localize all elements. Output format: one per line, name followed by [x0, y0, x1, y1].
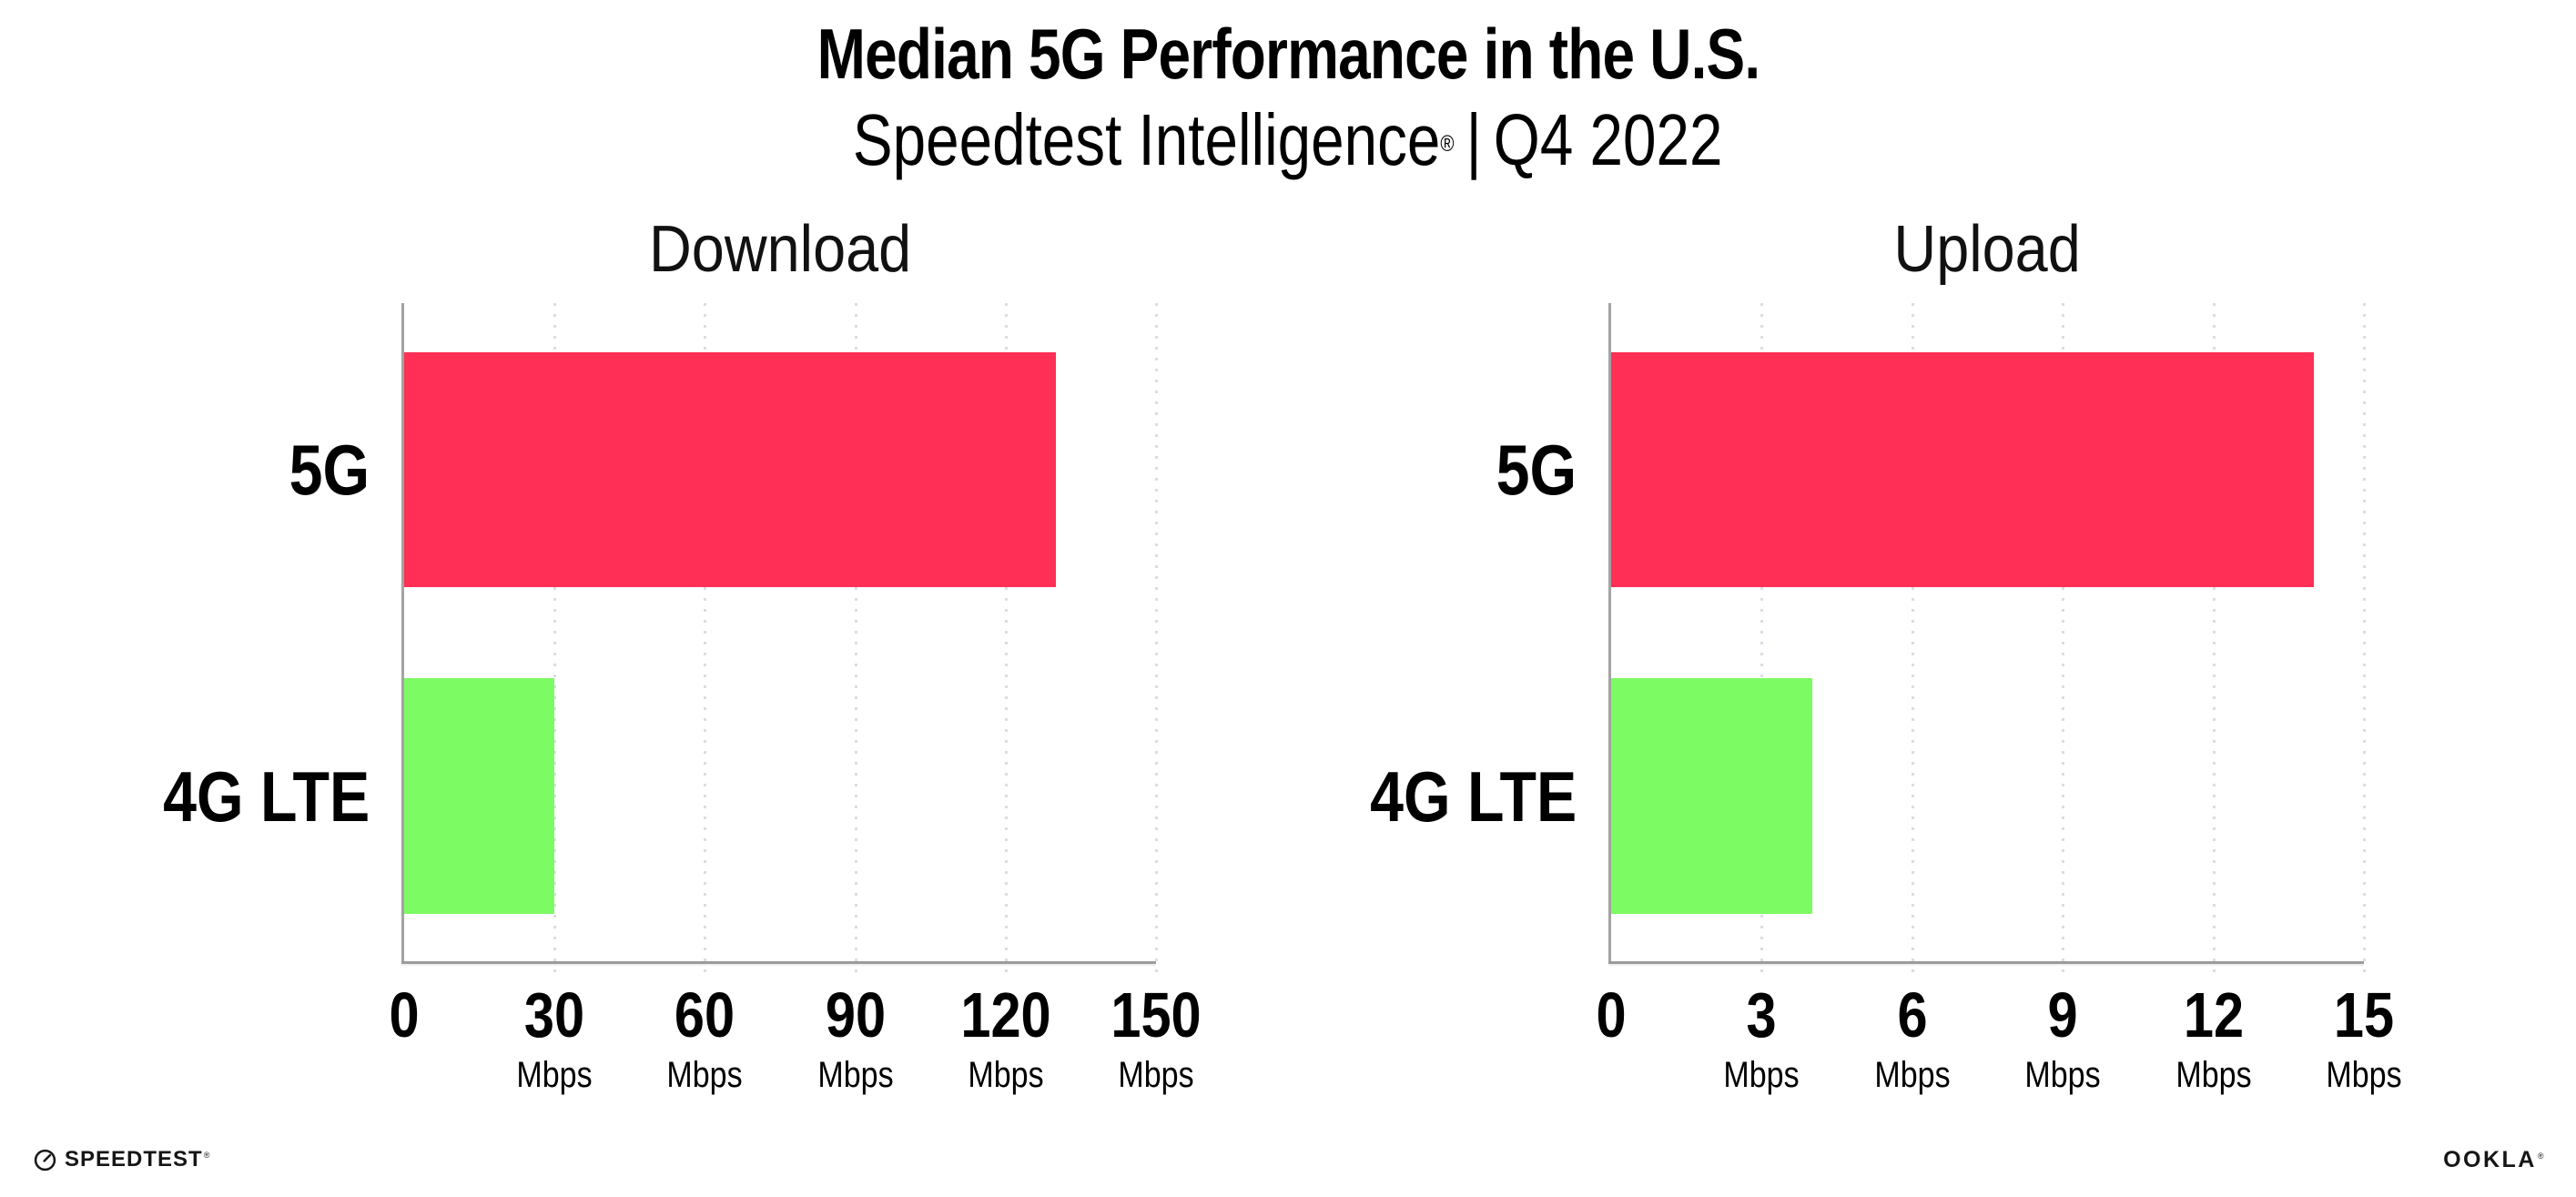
x-tick-30: 30 Mbps: [454, 983, 654, 1096]
tick-value: 90: [825, 979, 886, 1050]
x-axis-line: [1608, 961, 2364, 964]
tick-value: 3: [1746, 979, 1777, 1050]
tick-value: 15: [2333, 979, 2395, 1050]
tick-unit: Mbps: [1874, 1055, 1951, 1095]
category-label-5g: 5G: [24, 429, 370, 511]
tick-value: 0: [389, 979, 420, 1050]
gridline-60: [704, 303, 707, 974]
bar-4g-lte: [1611, 678, 1812, 914]
chart-panel-upload: Upload 5G 4G LTE 0 3 Mbps 6 Mbps 9 Mbps 12 Mbps 15 Mb…: [1370, 215, 2402, 1095]
chart-title-text: Upload: [1893, 213, 2082, 286]
tick-value: 6: [1897, 979, 1928, 1050]
tick-unit: Mbps: [1723, 1055, 1800, 1095]
x-axis-line: [401, 961, 1156, 964]
x-tick-120: 120 Mbps: [906, 983, 1106, 1096]
chart-panel-download: Download 5G 4G LTE 0 30 Mbps 60 Mbps 90 Mbps 120 Mb…: [163, 215, 1202, 1095]
category-label-5g: 5G: [1231, 429, 1577, 511]
gridline-15: [2363, 303, 2366, 974]
y-axis-line: [1608, 303, 1611, 964]
x-tick-12: 12 Mbps: [2114, 983, 2314, 1096]
category-label-text: 4G LTE: [162, 756, 370, 837]
tick-value: 12: [2183, 979, 2244, 1050]
page-subtitle: Speedtest Intelligence® | Q4 2022: [0, 98, 2576, 182]
tick-unit: Mbps: [817, 1055, 894, 1095]
x-tick-90: 90 Mbps: [756, 983, 956, 1096]
gridline-9: [2062, 303, 2065, 974]
bar-4g-lte: [404, 678, 555, 914]
speedtest-registered-icon: ®: [203, 1151, 211, 1160]
category-label-4g-lte: 4G LTE: [24, 756, 370, 837]
x-tick-15: 15 Mbps: [2264, 983, 2464, 1096]
registered-trademark-icon: ®: [1440, 131, 1455, 157]
x-tick-150: 150 Mbps: [1056, 983, 1256, 1096]
tick-unit: Mbps: [2326, 1055, 2402, 1095]
header: Median 5G Performance in the U.S. Speedt…: [0, 13, 2576, 182]
gridline-90: [854, 303, 857, 974]
tick-value: 9: [2047, 979, 2078, 1050]
chart-title: Upload: [1611, 215, 2364, 284]
ookla-wordmark: OOKLA®: [2443, 1147, 2545, 1172]
bar-5g: [404, 352, 1056, 587]
x-tick-0: 0: [1511, 983, 1711, 1047]
tick-value: 0: [1596, 979, 1627, 1050]
chart-title-text: Download: [648, 213, 912, 286]
subtitle-brand: Speedtest Intelligence: [853, 99, 1441, 180]
tick-unit: Mbps: [1118, 1055, 1194, 1095]
subtitle-separator: |: [1465, 99, 1482, 180]
speedtest-wordmark-text: SPEEDTEST: [65, 1147, 203, 1172]
gridline-30: [553, 303, 557, 974]
x-tick-6: 6 Mbps: [1812, 983, 2013, 1096]
speedtest-wordmark: SPEEDTEST®: [65, 1147, 209, 1172]
gridline-150: [1155, 303, 1158, 974]
ookla-logo: OOKLA®: [2443, 1147, 2545, 1173]
category-label-text: 5G: [1496, 430, 1577, 510]
tick-unit: Mbps: [968, 1055, 1044, 1095]
tick-value: 60: [674, 979, 735, 1050]
subtitle-period: Q4 2022: [1494, 99, 1723, 180]
category-label-4g-lte: 4G LTE: [1231, 756, 1577, 837]
tick-value: 150: [1111, 979, 1202, 1050]
tick-value: 120: [960, 979, 1051, 1050]
gridline-3: [1760, 303, 1764, 974]
chart-title: Download: [404, 215, 1156, 284]
category-label-text: 4G LTE: [1369, 756, 1577, 837]
x-tick-0: 0: [304, 983, 504, 1047]
tick-unit: Mbps: [666, 1055, 743, 1095]
footer: SPEEDTEST® OOKLA®: [0, 1136, 2576, 1194]
page-title-text: Median 5G Performance in the U.S.: [816, 14, 1760, 94]
tick-unit: Mbps: [2175, 1055, 2252, 1095]
y-axis-line: [401, 303, 404, 964]
bar-5g: [1611, 352, 2314, 587]
x-tick-60: 60 Mbps: [604, 983, 805, 1096]
ookla-wordmark-text: OOKLA: [2443, 1147, 2537, 1172]
x-tick-3: 3 Mbps: [1661, 983, 1861, 1096]
page-subtitle-text: Speedtest Intelligence® | Q4 2022: [853, 98, 1723, 182]
category-label-text: 5G: [289, 430, 370, 510]
ookla-registered-icon: ®: [2537, 1151, 2546, 1161]
gridline-6: [1911, 303, 1914, 974]
x-tick-9: 9 Mbps: [1962, 983, 2163, 1096]
tick-unit: Mbps: [2024, 1055, 2101, 1095]
page-title: Median 5G Performance in the U.S.: [0, 13, 2576, 95]
speedtest-logo: SPEEDTEST®: [34, 1147, 209, 1172]
gridline-12: [2212, 303, 2216, 974]
tick-value: 30: [524, 979, 585, 1050]
gridline-120: [1004, 303, 1008, 974]
speedtest-gauge-icon: [34, 1149, 56, 1171]
tick-unit: Mbps: [516, 1055, 593, 1095]
